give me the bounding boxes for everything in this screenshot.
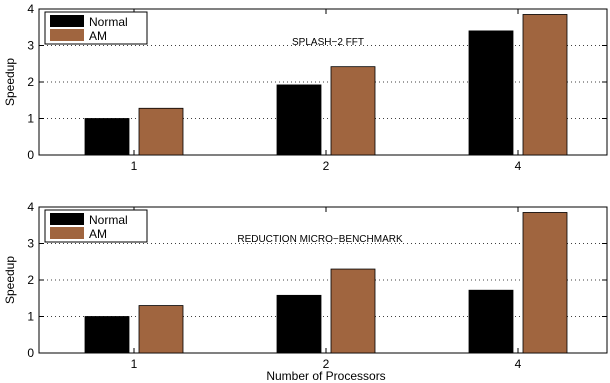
legend-swatch-am <box>50 29 84 41</box>
x-tick-label: 2 <box>323 159 330 173</box>
y-tick-label: 1 <box>27 310 34 324</box>
bar-normal-2 <box>276 294 322 354</box>
chart-title: SPLASH−2 FFT <box>292 37 364 48</box>
y-tick-label: 1 <box>27 112 34 126</box>
bars <box>84 212 568 354</box>
legend-label-normal: Normal <box>89 15 128 29</box>
y-axis-label: Speedup <box>3 58 17 106</box>
chart-panel-reduction: 0 1 2 3 4 1 2 4 REDUCTION MICRO−BENCHMARK Spee… <box>3 200 608 383</box>
legend: Normal AM <box>44 11 148 45</box>
y-tick-label: 2 <box>27 75 34 89</box>
x-axis-ticks: 1 2 4 <box>131 207 522 371</box>
y-tick-label: 4 <box>27 200 34 214</box>
legend-label-normal: Normal <box>89 213 128 227</box>
x-tick-label: 4 <box>515 357 522 371</box>
y-axis-ticks: 0 1 2 3 4 <box>27 200 607 360</box>
bar-am-4 <box>522 14 568 156</box>
x-axis-label: Number of Processors <box>266 369 385 383</box>
x-tick-label: 1 <box>131 357 138 371</box>
y-tick-label: 3 <box>27 39 34 53</box>
gridlines <box>39 243 607 317</box>
y-axis-label: Speedup <box>3 256 17 304</box>
y-tick-label: 3 <box>27 237 34 251</box>
bar-am-1 <box>138 305 184 354</box>
chart-panel-fft: 0 1 2 3 4 1 2 4 SPLASH−2 FFT Speedup Normal AM <box>3 2 608 173</box>
x-tick-label: 2 <box>323 357 330 371</box>
bar-am-1 <box>138 107 184 156</box>
y-tick-label: 0 <box>27 148 34 162</box>
y-axis-ticks: 0 1 2 3 4 <box>27 2 607 162</box>
y-tick-label: 0 <box>27 346 34 360</box>
legend-label-am: AM <box>89 227 107 241</box>
legend: Normal AM <box>44 209 148 243</box>
x-tick-label: 4 <box>515 159 522 173</box>
chart-title: REDUCTION MICRO−BENCHMARK <box>237 234 403 245</box>
bar-normal-4 <box>468 289 514 354</box>
y-tick-label: 2 <box>27 273 34 287</box>
legend-swatch-am <box>50 227 84 239</box>
gridlines <box>39 45 607 119</box>
bars <box>84 14 568 156</box>
bar-normal-1 <box>84 316 130 354</box>
bar-normal-1 <box>84 118 130 156</box>
bar-am-2 <box>330 66 376 156</box>
bar-normal-4 <box>468 30 514 156</box>
legend-label-am: AM <box>89 29 107 43</box>
bar-am-4 <box>522 212 568 354</box>
bar-am-2 <box>330 268 376 354</box>
y-tick-label: 4 <box>27 2 34 16</box>
x-tick-label: 1 <box>131 159 138 173</box>
bar-normal-2 <box>276 84 322 156</box>
legend-swatch-normal <box>50 15 84 27</box>
legend-swatch-normal <box>50 213 84 225</box>
